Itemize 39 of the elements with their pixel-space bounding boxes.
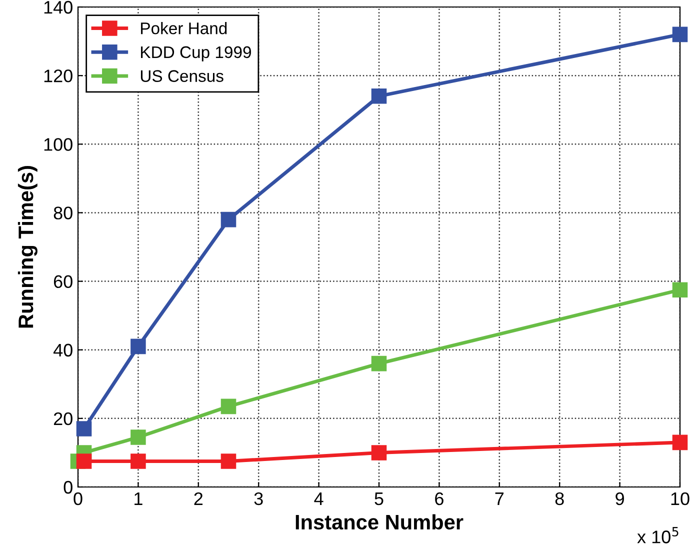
point: [130, 430, 146, 445]
y-axis-title: Running Time(s): [18, 166, 38, 328]
point: [672, 282, 688, 298]
y-tick-label: 120: [44, 70, 72, 82]
point: [672, 434, 688, 450]
point: [371, 88, 387, 104]
point: [76, 454, 92, 469]
y-tick-label: 140: [44, 0, 72, 14]
x-tick-label: 3: [254, 492, 263, 506]
x-tick-label: 4: [314, 492, 324, 505]
y-tick-label: 100: [44, 138, 72, 151]
point: [130, 454, 146, 469]
x-tick-label: 8: [555, 492, 564, 506]
y-tick-label: 20: [54, 412, 72, 426]
x-axis-title: Instance Number: [296, 514, 464, 530]
x-tick-label: 1: [134, 492, 142, 505]
y-tick-label: 0: [64, 480, 72, 494]
y-tick-label: 60: [54, 275, 72, 288]
point: [672, 26, 688, 42]
x-tick-label: 5: [374, 492, 384, 506]
text: x 10$^{5}$: [637, 527, 678, 544]
legend-label: Poker Hand: [141, 22, 227, 34]
legend-label: KDD Cup 1999: [141, 46, 251, 62]
point: [371, 356, 387, 372]
x-tick-label: 9: [616, 492, 624, 506]
point: [220, 454, 236, 469]
point: [76, 421, 92, 436]
x-tick-label: 2: [194, 492, 203, 505]
legend-label: US Census: [140, 70, 224, 82]
point: [130, 338, 146, 354]
point: [220, 212, 236, 228]
x-tick-label: 0: [74, 492, 82, 506]
y-tick-label: 40: [53, 344, 72, 357]
x-tick-label: 10: [671, 492, 690, 506]
x-tick-label: 7: [495, 492, 504, 505]
point: [371, 445, 387, 460]
point: [220, 398, 236, 414]
x-tick-label: 6: [435, 492, 444, 506]
y-tick-label: 80: [54, 206, 72, 220]
